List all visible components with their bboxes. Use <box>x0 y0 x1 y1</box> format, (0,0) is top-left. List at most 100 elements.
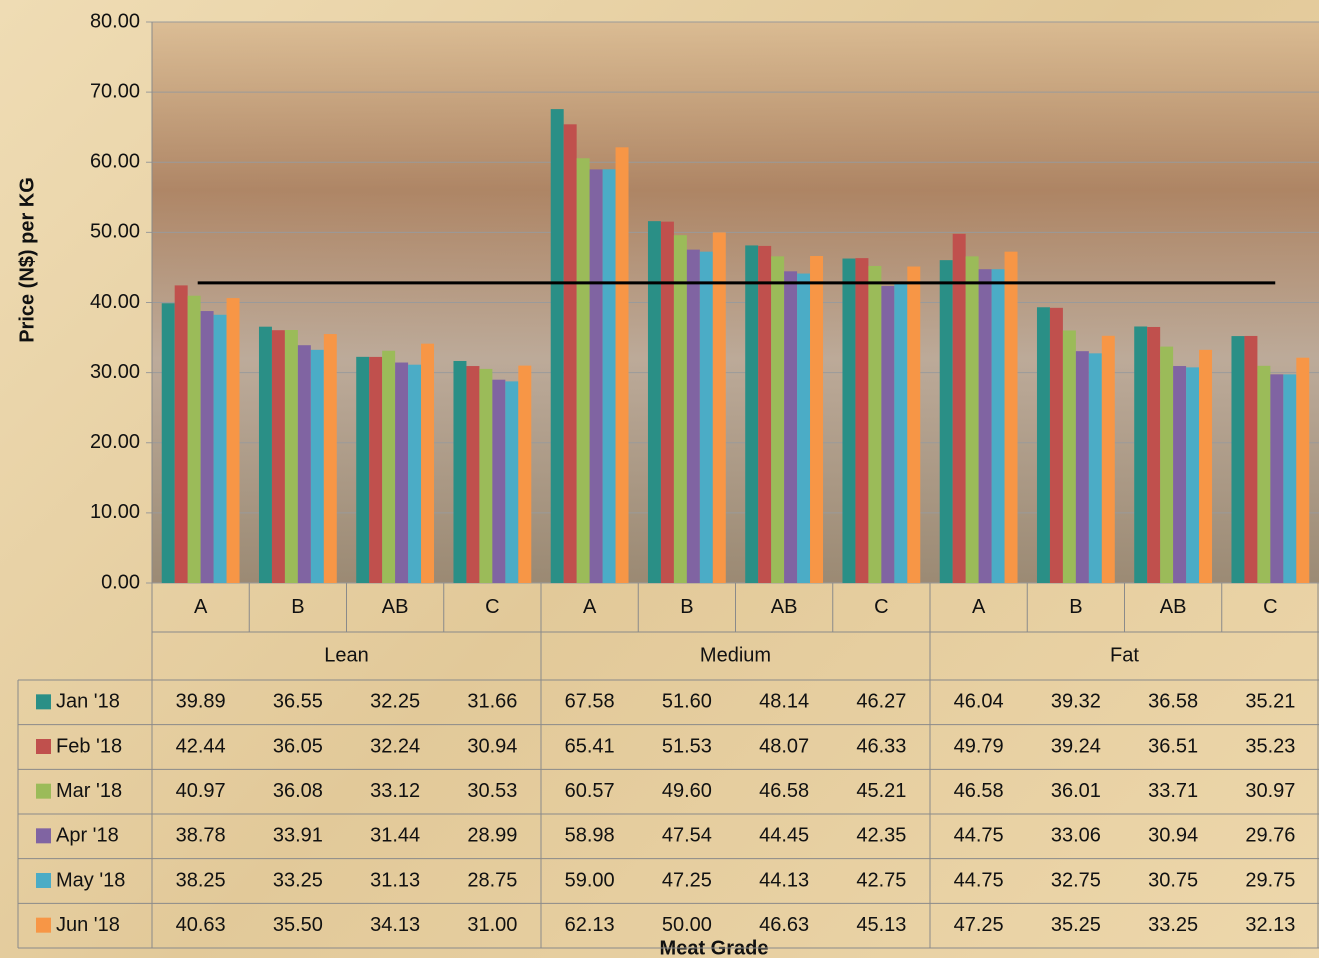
table-cell: 44.75 <box>954 869 1004 891</box>
bar <box>271 330 285 583</box>
table-cell: 36.51 <box>1148 735 1198 757</box>
bar <box>356 356 370 583</box>
x-tick-label: A <box>972 596 986 618</box>
table-cell: 35.23 <box>1245 735 1295 757</box>
table-cell: 51.53 <box>662 735 712 757</box>
bar <box>1062 330 1076 583</box>
bar <box>1296 357 1310 583</box>
bar <box>745 245 759 583</box>
bar <box>952 233 966 583</box>
table-cell: 36.08 <box>273 780 323 802</box>
x-tick-label: A <box>194 596 208 618</box>
table-cell: 30.94 <box>467 735 517 757</box>
table-cell: 39.89 <box>176 691 226 713</box>
bar <box>758 245 772 583</box>
bar <box>1075 351 1089 583</box>
bar <box>842 258 856 583</box>
y-tick-label: 10.00 <box>90 501 140 523</box>
bar <box>1173 366 1187 583</box>
table-cell: 40.63 <box>176 914 226 936</box>
bar <box>615 147 629 584</box>
x-tick-label: AB <box>1160 596 1187 618</box>
table-cell: 44.13 <box>759 869 809 891</box>
table-cell: 33.91 <box>273 825 323 847</box>
bar <box>369 356 383 583</box>
bar <box>408 364 422 583</box>
bar <box>1049 307 1063 583</box>
bar <box>907 266 921 583</box>
bar <box>797 273 811 583</box>
y-tick-label: 40.00 <box>90 291 140 313</box>
legend-label: Jun '18 <box>56 914 120 936</box>
y-tick-label: 0.00 <box>101 571 140 593</box>
legend-swatch <box>36 783 51 799</box>
bar <box>660 221 674 583</box>
table-cell: 67.58 <box>565 691 615 713</box>
table-cell: 47.54 <box>662 825 712 847</box>
x-tick-label: C <box>874 596 888 618</box>
y-tick-label: 50.00 <box>90 221 140 243</box>
bar <box>686 249 700 584</box>
bar <box>712 232 726 583</box>
bar <box>453 360 467 583</box>
x-tick-label: C <box>485 596 499 618</box>
bar <box>1244 335 1258 583</box>
bar <box>589 169 603 583</box>
bar <box>310 349 324 583</box>
bar <box>1199 349 1213 583</box>
y-tick-label: 20.00 <box>90 431 140 453</box>
bar <box>1270 374 1284 583</box>
x-tick-label: AB <box>382 596 409 618</box>
table-cell: 48.07 <box>759 735 809 757</box>
y-axis-label: Price (N$) per KG <box>16 177 38 343</box>
bar <box>1283 374 1297 583</box>
table-cell: 32.25 <box>370 691 420 713</box>
bar <box>200 311 214 583</box>
table-cell: 31.13 <box>370 869 420 891</box>
table-cell: 35.50 <box>273 914 323 936</box>
bar <box>810 256 824 583</box>
table-cell: 40.97 <box>176 780 226 802</box>
table-cell: 47.25 <box>662 869 712 891</box>
table-cell: 38.78 <box>176 825 226 847</box>
table-cell: 59.00 <box>565 869 615 891</box>
y-tick-label: 30.00 <box>90 361 140 383</box>
bar <box>647 221 661 583</box>
x-tick-label: B <box>680 596 693 618</box>
table-cell: 35.21 <box>1245 691 1295 713</box>
bar <box>213 314 227 583</box>
bar <box>1101 335 1115 583</box>
bar <box>395 362 409 583</box>
table-cell: 65.41 <box>565 735 615 757</box>
bar <box>699 251 713 584</box>
table-cell: 29.75 <box>1245 869 1295 891</box>
legend-swatch <box>36 828 51 844</box>
bar <box>1186 367 1200 583</box>
bar <box>1231 336 1245 583</box>
table-cell: 39.32 <box>1051 691 1101 713</box>
table-cell: 45.21 <box>856 780 906 802</box>
bar <box>284 329 298 583</box>
table-cell: 33.71 <box>1148 780 1198 802</box>
table-cell: 31.00 <box>467 914 517 936</box>
category-group-label: Lean <box>324 644 369 666</box>
legend-label: May '18 <box>56 869 125 891</box>
bar <box>894 283 908 583</box>
bar <box>479 368 493 583</box>
x-tick-label: B <box>291 596 304 618</box>
table-cell: 38.25 <box>176 869 226 891</box>
legend-swatch <box>36 694 51 710</box>
bar <box>991 269 1005 583</box>
table-cell: 45.13 <box>856 914 906 936</box>
table-cell: 34.13 <box>370 914 420 936</box>
bar <box>297 345 311 583</box>
bar <box>939 260 953 583</box>
x-tick-label: B <box>1069 596 1082 618</box>
table-cell: 30.53 <box>467 780 517 802</box>
bar <box>505 381 519 583</box>
table-cell: 46.27 <box>856 691 906 713</box>
table-cell: 44.75 <box>954 825 1004 847</box>
table-cell: 49.79 <box>954 735 1004 757</box>
bar <box>323 334 337 583</box>
